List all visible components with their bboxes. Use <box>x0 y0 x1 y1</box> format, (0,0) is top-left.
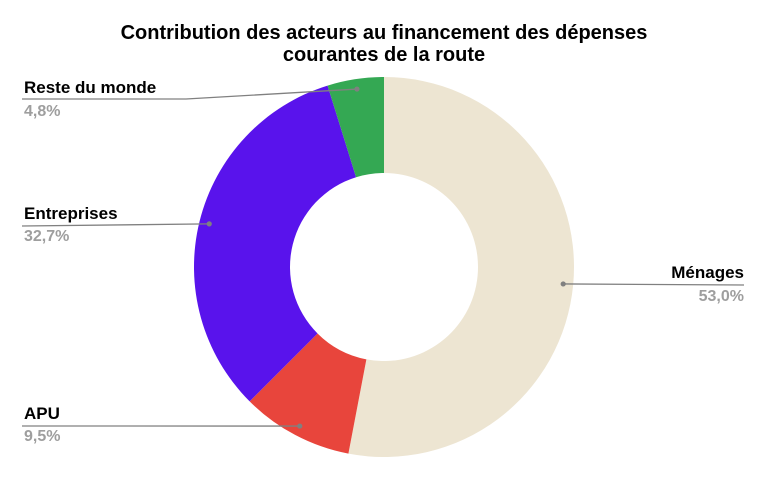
slice-label-0: Ménages <box>671 263 744 282</box>
chart-title-line-2: courantes de la route <box>282 44 486 66</box>
leader-dot-2 <box>206 221 212 227</box>
leader-dot-3 <box>354 86 360 92</box>
chart-title: Contribution des acteurs au financement … <box>0 22 768 66</box>
slice-label-2: Entreprises <box>24 204 118 223</box>
donut-slice-0 <box>348 77 574 457</box>
leader-line-0 <box>563 283 745 286</box>
donut-slice-2 <box>194 85 357 402</box>
leader-line-3 <box>22 88 357 100</box>
donut-slice-1 <box>249 333 367 454</box>
slice-value-label-1: 9,5% <box>24 428 60 445</box>
leader-dot-1 <box>297 423 303 429</box>
donut-slice-3 <box>327 77 384 178</box>
slice-value-label-2: 32,7% <box>24 228 69 245</box>
slice-value-label-3: 4,8% <box>24 103 60 120</box>
slice-value-label-0: 53,0% <box>699 288 744 305</box>
leader-line-2 <box>21 223 210 227</box>
slice-label-1: APU <box>24 404 60 423</box>
leader-dot-0 <box>560 281 566 287</box>
chart-title-line-1: Contribution des acteurs au financement … <box>120 22 648 44</box>
slice-label-3: Reste du monde <box>24 78 156 97</box>
